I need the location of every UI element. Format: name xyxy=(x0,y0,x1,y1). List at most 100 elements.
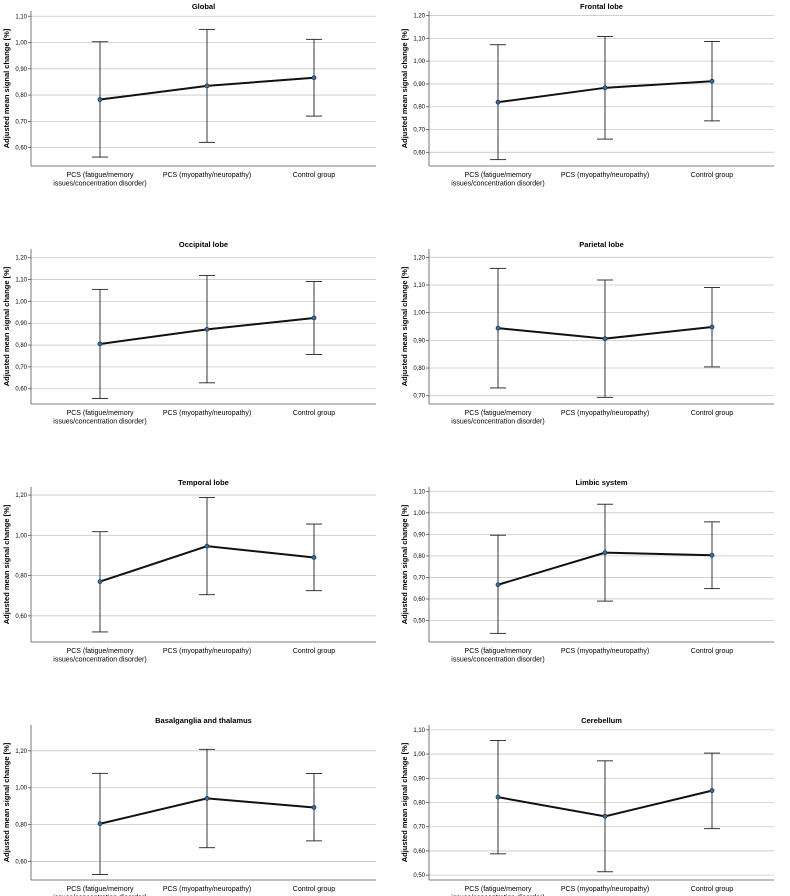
data-point xyxy=(495,99,501,105)
x-category-label: Control group xyxy=(293,410,336,417)
y-tick-label: 1,10 xyxy=(15,278,27,284)
data-point xyxy=(709,78,715,84)
chart-panel: Temporal lobe Adjusted mean signal change… xyxy=(2,478,376,664)
y-tick-label: 0,90 xyxy=(15,321,27,327)
y-tick-label: 0,80 xyxy=(15,574,27,580)
x-category-label: issues/concentration disorder) xyxy=(451,895,544,896)
y-tick-label: 0,80 xyxy=(413,105,425,111)
data-point xyxy=(495,794,501,800)
y-tick-label: 0,70 xyxy=(413,394,425,400)
y-axis-label: Adjusted mean signal change [%] xyxy=(400,742,409,862)
x-category-label: PCS (myopathy/neuropathy) xyxy=(561,886,649,893)
y-tick-label: 1,20 xyxy=(15,493,27,499)
data-point xyxy=(602,336,608,342)
y-tick-label: 1,10 xyxy=(413,283,425,289)
y-tick-label: 0,60 xyxy=(413,150,425,156)
y-tick-label: 0,80 xyxy=(15,823,27,829)
data-point xyxy=(204,796,210,801)
y-tick-label: 0,60 xyxy=(413,849,425,855)
x-category-label: PCS (fatigue/memory xyxy=(465,410,532,417)
y-axis-label: Adjusted mean signal change [%] xyxy=(2,504,11,624)
y-tick-label: 1,10 xyxy=(413,728,425,734)
chart-panel: Occipital lobe Adjusted mean signal chang… xyxy=(2,240,376,426)
x-category-label: PCS (myopathy/neuropathy) xyxy=(163,886,251,893)
data-point xyxy=(97,821,103,827)
y-tick-label: 0,90 xyxy=(413,776,425,782)
x-category-label: Control group xyxy=(691,648,734,655)
x-category-label: PCS (myopathy/neuropathy) xyxy=(163,410,251,417)
x-category-label: Control group xyxy=(691,886,734,893)
x-category-label: Control group xyxy=(293,172,336,179)
x-category-label: PCS (fatigue/memory xyxy=(465,886,532,893)
y-tick-label: 0,90 xyxy=(413,82,425,88)
y-tick-label: 0,90 xyxy=(15,67,27,73)
y-tick-label: 0,80 xyxy=(413,801,425,807)
data-point xyxy=(495,582,501,588)
data-point xyxy=(602,85,608,91)
y-axis-label: Adjusted mean signal change [%] xyxy=(2,28,11,148)
x-category-label: issues/concentration disorder) xyxy=(53,657,146,664)
chart-title: Occipital lobe xyxy=(179,240,228,249)
data-point xyxy=(311,315,317,321)
x-category-label: PCS (myopathy/neuropathy) xyxy=(561,648,649,655)
y-tick-label: 0,50 xyxy=(413,873,425,879)
y-tick-label: 1,20 xyxy=(15,749,27,755)
y-axis-label: Adjusted mean signal change [%] xyxy=(2,742,11,862)
y-tick-label: 0,60 xyxy=(15,387,27,393)
y-tick-label: 0,70 xyxy=(15,119,27,125)
data-point xyxy=(709,788,715,794)
y-tick-label: 0,60 xyxy=(413,597,425,603)
y-tick-label: 1,20 xyxy=(15,256,27,262)
data-point xyxy=(311,805,317,810)
x-category-label: PCS (fatigue/memory xyxy=(67,410,134,417)
x-category-label: issues/concentration disorder) xyxy=(451,419,544,426)
data-point xyxy=(709,324,715,330)
x-category-label: Control group xyxy=(293,648,336,655)
data-point xyxy=(97,97,103,102)
y-tick-label: 0,50 xyxy=(413,618,425,624)
chart-title: Limbic system xyxy=(575,478,627,487)
y-tick-label: 0,60 xyxy=(15,146,27,152)
chart-panel: Frontal lobe Adjusted mean signal change … xyxy=(400,2,774,188)
x-category-label: PCS (fatigue/memory xyxy=(67,886,134,893)
y-tick-label: 0,70 xyxy=(413,128,425,134)
data-point xyxy=(602,813,608,819)
y-axis-label: Adjusted mean signal change [%] xyxy=(2,266,11,386)
y-tick-label: 1,00 xyxy=(15,786,27,792)
chart-title: Temporal lobe xyxy=(178,478,229,487)
y-tick-label: 0,70 xyxy=(15,365,27,371)
y-axis-label: Adjusted mean signal change [%] xyxy=(400,266,409,386)
x-category-label: PCS (myopathy/neuropathy) xyxy=(561,172,649,179)
chart-title: Frontal lobe xyxy=(580,2,623,11)
y-tick-label: 1,00 xyxy=(413,752,425,758)
data-point xyxy=(602,550,608,556)
y-tick-label: 1,00 xyxy=(15,41,27,47)
x-category-label: issues/concentration disorder) xyxy=(53,181,146,188)
y-tick-label: 0,90 xyxy=(413,338,425,344)
x-category-label: PCS (fatigue/memory xyxy=(67,172,134,179)
y-axis-label: Adjusted mean signal change [%] xyxy=(400,28,409,148)
chart-panel: Global Adjusted mean signal change [%] 0,6… xyxy=(2,2,376,188)
y-tick-label: 1,20 xyxy=(413,14,425,20)
chart-title: Cerebellum xyxy=(581,716,622,725)
chart-panel: Limbic system Adjusted mean signal change… xyxy=(400,478,774,664)
y-tick-label: 0,80 xyxy=(413,366,425,372)
y-tick-label: 1,00 xyxy=(413,311,425,317)
y-tick-label: 1,10 xyxy=(15,14,27,20)
y-tick-label: 1,00 xyxy=(15,299,27,305)
data-point xyxy=(311,555,317,560)
x-category-label: PCS (fatigue/memory xyxy=(465,648,532,655)
y-axis-label: Adjusted mean signal change [%] xyxy=(400,504,409,624)
data-point xyxy=(97,579,103,585)
x-category-label: Control group xyxy=(293,886,336,893)
x-category-label: Control group xyxy=(691,410,734,417)
data-point xyxy=(204,543,210,549)
chart-panel: Parietal lobe Adjusted mean signal change… xyxy=(400,240,774,426)
x-category-label: PCS (fatigue/memory xyxy=(465,172,532,179)
x-category-label: Control group xyxy=(691,172,734,179)
data-point xyxy=(97,341,103,347)
chart-panel: Basalganglia and thalamus Adjusted mean s… xyxy=(2,716,376,896)
chart-title: Basalganglia and thalamus xyxy=(155,716,252,725)
y-tick-label: 0,60 xyxy=(15,860,27,866)
